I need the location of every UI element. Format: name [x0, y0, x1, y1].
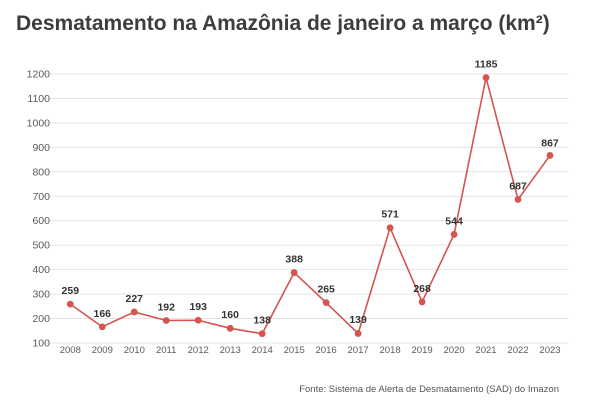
- svg-text:2016: 2016: [316, 345, 337, 356]
- svg-text:2010: 2010: [124, 345, 145, 356]
- svg-text:900: 900: [32, 142, 50, 154]
- svg-text:544: 544: [445, 215, 463, 227]
- svg-text:2009: 2009: [92, 345, 113, 356]
- svg-text:2021: 2021: [475, 345, 496, 356]
- svg-text:300: 300: [32, 289, 50, 301]
- svg-text:2022: 2022: [507, 345, 528, 356]
- svg-text:160: 160: [221, 309, 239, 321]
- svg-text:227: 227: [125, 293, 143, 305]
- svg-text:388: 388: [285, 253, 303, 265]
- svg-text:268: 268: [413, 283, 431, 295]
- svg-text:265: 265: [317, 284, 335, 296]
- svg-text:800: 800: [32, 166, 50, 178]
- svg-text:2013: 2013: [220, 345, 241, 356]
- svg-text:139: 139: [349, 314, 367, 326]
- svg-text:867: 867: [541, 138, 559, 150]
- svg-text:192: 192: [157, 301, 175, 313]
- svg-text:500: 500: [32, 240, 50, 252]
- svg-text:193: 193: [189, 301, 207, 313]
- svg-text:1185: 1185: [475, 59, 498, 71]
- svg-text:259: 259: [62, 285, 80, 297]
- svg-text:400: 400: [32, 264, 50, 276]
- svg-text:166: 166: [94, 308, 112, 320]
- svg-text:2023: 2023: [539, 345, 560, 356]
- svg-text:2015: 2015: [284, 345, 305, 356]
- svg-text:687: 687: [509, 180, 527, 192]
- svg-text:138: 138: [253, 315, 271, 327]
- svg-text:2018: 2018: [380, 345, 401, 356]
- svg-text:2020: 2020: [444, 345, 465, 356]
- svg-text:1100: 1100: [27, 93, 50, 105]
- svg-text:2017: 2017: [348, 345, 369, 356]
- svg-text:2019: 2019: [412, 345, 433, 356]
- svg-text:200: 200: [32, 313, 50, 325]
- svg-text:2012: 2012: [188, 345, 209, 356]
- svg-text:2011: 2011: [156, 345, 176, 356]
- svg-text:700: 700: [32, 191, 50, 203]
- svg-text:2014: 2014: [252, 345, 273, 356]
- svg-text:1000: 1000: [27, 117, 51, 129]
- svg-text:100: 100: [32, 338, 50, 350]
- svg-text:600: 600: [32, 215, 50, 227]
- svg-text:2008: 2008: [60, 345, 81, 356]
- svg-text:1200: 1200: [27, 69, 51, 81]
- svg-text:571: 571: [381, 209, 399, 221]
